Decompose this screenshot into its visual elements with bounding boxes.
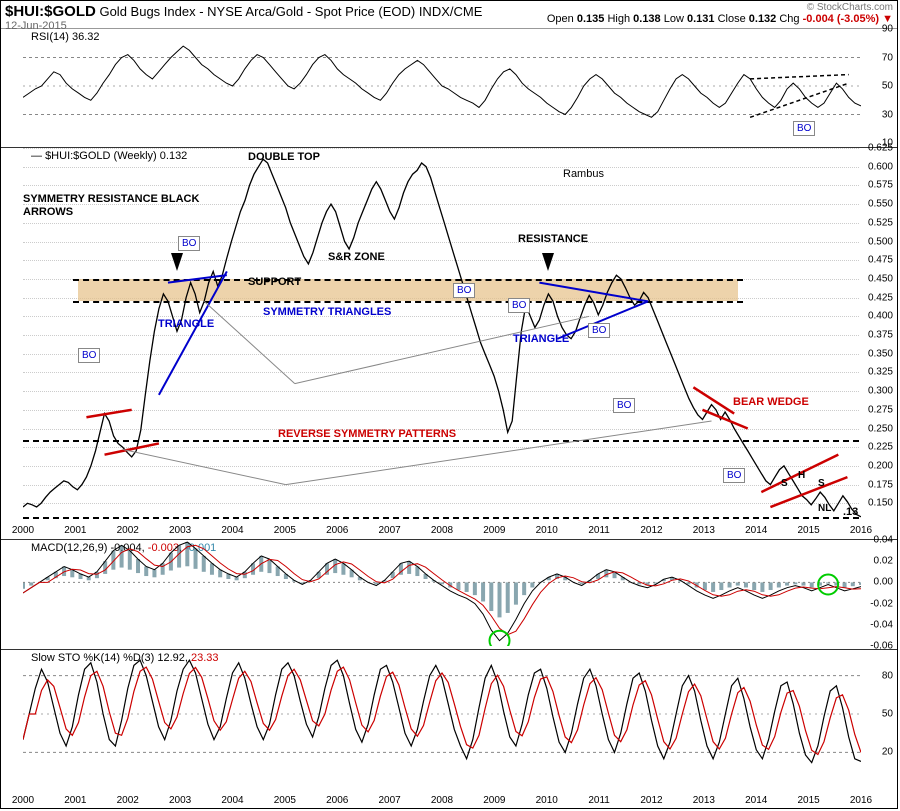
macd-yaxis: -0.06-0.04-0.020.000.020.04 [859, 540, 897, 649]
stochastic-panel: Slow STO %K(14) %D(3) 12.92, 23.33 20508… [1, 649, 897, 795]
symbol: $HUI:$GOLD [5, 3, 96, 20]
bo-label: BO [78, 348, 100, 363]
chart-container: $HUI:$GOLD Gold Bugs Index - NYSE Arca/G… [0, 0, 898, 809]
bo-label: BO [613, 398, 635, 413]
last-val: .13 [843, 506, 858, 518]
resistance-arrow [171, 253, 183, 271]
hs-label: S [818, 478, 825, 489]
bo-label: BO [508, 298, 530, 313]
rsi-bo-label: BO [793, 121, 815, 136]
rsi-yaxis: 1030507090 [859, 29, 897, 147]
resistance-arrow [542, 253, 554, 271]
description: Gold Bugs Index - NYSE Arca/Gold - Spot … [99, 4, 482, 19]
price-yaxis: 0.1500.1750.2000.2250.2500.2750.3000.325… [859, 148, 897, 525]
bo-label: BO [588, 323, 610, 338]
chart-header: $HUI:$GOLD Gold Bugs Index - NYSE Arca/G… [1, 1, 897, 29]
credit: © StockCharts.com [807, 2, 893, 13]
double-top: DOUBLE TOP [248, 151, 320, 163]
sym-res2: ARROWS [23, 206, 73, 218]
hs-label: NL [818, 503, 831, 514]
sr-zone-label: S&R ZONE [328, 251, 385, 263]
rsi-plot: BO [23, 29, 859, 147]
sym-res1: SYMMETRY RESISTANCE BLACK [23, 193, 199, 205]
hs-label: S [781, 478, 788, 489]
macd-panel: MACD(12,26,9) -0.004, -0.003, -0.001 -0.… [1, 539, 897, 649]
rsi-panel: RSI(14) 36.32 BO 1030507090 [1, 29, 897, 147]
triangle-r: TRIANGLE [513, 333, 569, 345]
xaxis-price: 2000200120022003200420052006200720082009… [23, 525, 859, 539]
price-plot: DOUBLE TOP Rambus SYMMETRY RESISTANCE BLAC… [23, 148, 859, 525]
macd-plot [23, 540, 859, 649]
ohlc-bar: Open 0.135 High 0.138 Low 0.131 Close 0.… [547, 13, 893, 25]
bo-label: BO [453, 283, 475, 298]
bear-wedge: BEAR WEDGE [733, 396, 809, 408]
hs-label: H [798, 470, 805, 481]
reverse-sym: REVERSE SYMMETRY PATTERNS [278, 428, 456, 440]
rambus: Rambus [563, 168, 604, 180]
bo-label: BO [178, 236, 200, 251]
triangle-l: TRIANGLE [158, 318, 214, 330]
sto-yaxis: 205080 [859, 650, 897, 795]
xaxis-bottom: 2000200120022003200420052006200720082009… [23, 795, 859, 809]
sto-plot [23, 650, 859, 781]
resistance: RESISTANCE [518, 233, 588, 245]
support: SUPPORT [248, 276, 301, 288]
price-panel: — $HUI:$GOLD (Weekly) 0.132 DOUBLE TOPRa… [1, 147, 897, 525]
bo-label: BO [723, 468, 745, 483]
sym-tri: SYMMETRY TRIANGLES [263, 306, 391, 318]
